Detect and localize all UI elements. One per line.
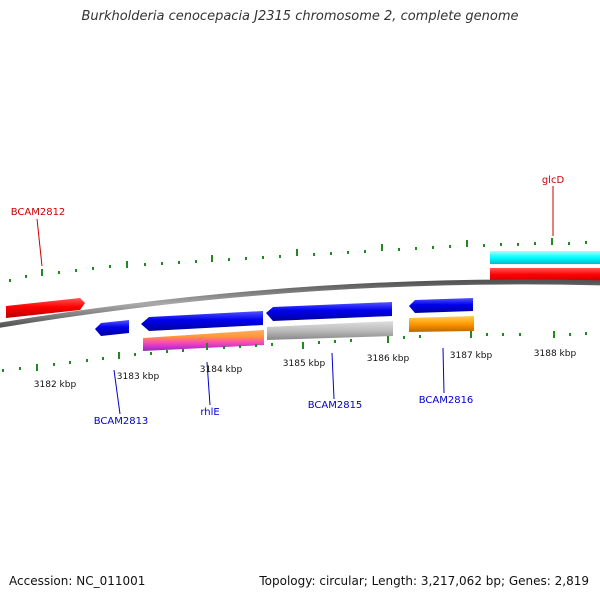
gene-bcam2813-arrow[interactable] <box>95 320 129 336</box>
tick-label-3183: 3183 kbp <box>117 372 160 382</box>
rhle-feature-bar <box>143 330 264 351</box>
gene-bcam2812-arrow[interactable] <box>6 298 85 318</box>
gene-bcam2816-arrow[interactable] <box>409 298 473 313</box>
gene-glcd-cds-bar[interactable] <box>490 251 600 264</box>
bcam2812-leader <box>36 218 43 267</box>
tick-label-3187: 3187 kbp <box>450 351 493 361</box>
gene-label-glcd[interactable]: glcD <box>542 175 565 186</box>
tick-label-3188: 3188 kbp <box>534 349 577 359</box>
outer-tick-track <box>9 238 587 282</box>
bcam2815-leader <box>331 352 335 400</box>
gene-label-bcam2812[interactable]: BCAM2812 <box>11 207 66 218</box>
map-title: Burkholderia cenocepacia J2315 chromosom… <box>81 9 519 24</box>
accession-text: Accession: NC_011001 <box>9 574 146 588</box>
inner-tick-track <box>2 331 587 372</box>
bcam2816-misc-feature-bar <box>409 316 474 332</box>
tick-label-3184: 3184 kbp <box>200 365 243 375</box>
bcam2816-leader <box>442 347 445 394</box>
gene-label-bcam2813[interactable]: BCAM2813 <box>94 416 149 427</box>
gene-bcam2815-arrow[interactable] <box>266 302 392 321</box>
bcam2815-pseudo-bar <box>267 321 393 340</box>
tick-label-3186: 3186 kbp <box>367 354 410 364</box>
genome-backbone <box>0 279 600 328</box>
gene-label-bcam2815[interactable]: BCAM2815 <box>308 400 363 411</box>
gene-glcd-arrow[interactable] <box>490 268 600 283</box>
rhle-leader <box>206 361 211 406</box>
gene-label-bcam2816[interactable]: BCAM2816 <box>419 395 474 406</box>
tick-label-3185: 3185 kbp <box>283 359 326 369</box>
tick-label-3182: 3182 kbp <box>34 380 77 390</box>
bcam2813-leader <box>113 369 121 415</box>
topology-text: Topology: circular; Length: 3,217,062 bp… <box>259 574 589 588</box>
gene-label-rhle[interactable]: rhlE <box>200 407 219 418</box>
gene-rhle-arrow[interactable] <box>141 311 263 331</box>
